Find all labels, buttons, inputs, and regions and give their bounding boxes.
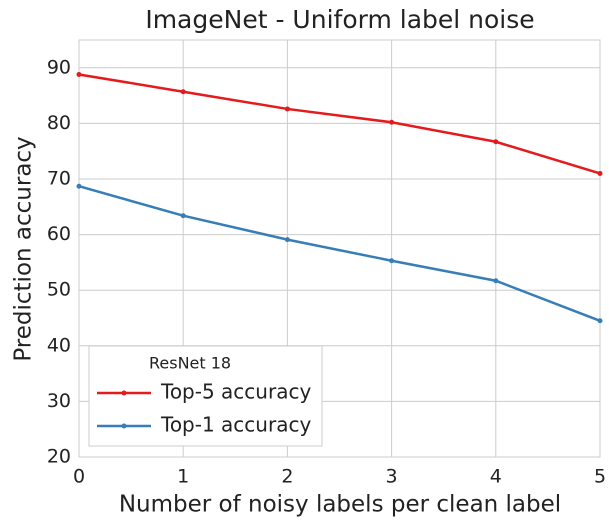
x-tick-label: 0 bbox=[73, 466, 85, 488]
legend-swatch-point bbox=[121, 423, 127, 429]
legend-swatch-point bbox=[121, 390, 127, 396]
y-tick-label: 90 bbox=[47, 56, 71, 78]
point bbox=[389, 119, 395, 125]
x-tick-label: 1 bbox=[177, 466, 189, 488]
legend-label: Top-1 accuracy bbox=[160, 413, 311, 437]
plot-frame bbox=[78, 39, 601, 458]
x-axis-label: Number of noisy labels per clean label bbox=[119, 492, 561, 518]
y-tick-label: 50 bbox=[47, 279, 71, 301]
point bbox=[284, 237, 290, 243]
point bbox=[76, 71, 82, 77]
x-tick-label: 2 bbox=[281, 466, 293, 488]
point bbox=[389, 258, 395, 264]
point bbox=[597, 318, 603, 324]
point bbox=[180, 89, 186, 95]
legend-title: ResNet 18 bbox=[149, 354, 231, 373]
legend-label: Top-5 accuracy bbox=[160, 380, 311, 404]
point bbox=[76, 183, 82, 189]
point bbox=[284, 106, 290, 112]
y-tick-label: 70 bbox=[47, 168, 71, 190]
y-tick-label: 30 bbox=[47, 390, 71, 412]
y-tick-label: 60 bbox=[47, 223, 71, 245]
x-tick-label: 5 bbox=[594, 466, 606, 488]
x-tick-label: 3 bbox=[386, 466, 398, 488]
y-axis-label: Prediction accuracy bbox=[11, 136, 37, 361]
point bbox=[180, 213, 186, 219]
y-tick-label: 80 bbox=[47, 112, 71, 134]
point bbox=[493, 139, 499, 145]
point bbox=[493, 278, 499, 284]
y-tick-label: 40 bbox=[47, 334, 71, 356]
x-tick-label: 4 bbox=[490, 466, 502, 488]
series-line bbox=[78, 73, 601, 175]
point bbox=[597, 170, 603, 176]
series-line bbox=[78, 185, 601, 322]
y-tick-label: 20 bbox=[47, 446, 71, 468]
chart-title: ImageNet - Uniform label noise bbox=[145, 5, 534, 34]
legend-box bbox=[88, 345, 323, 447]
